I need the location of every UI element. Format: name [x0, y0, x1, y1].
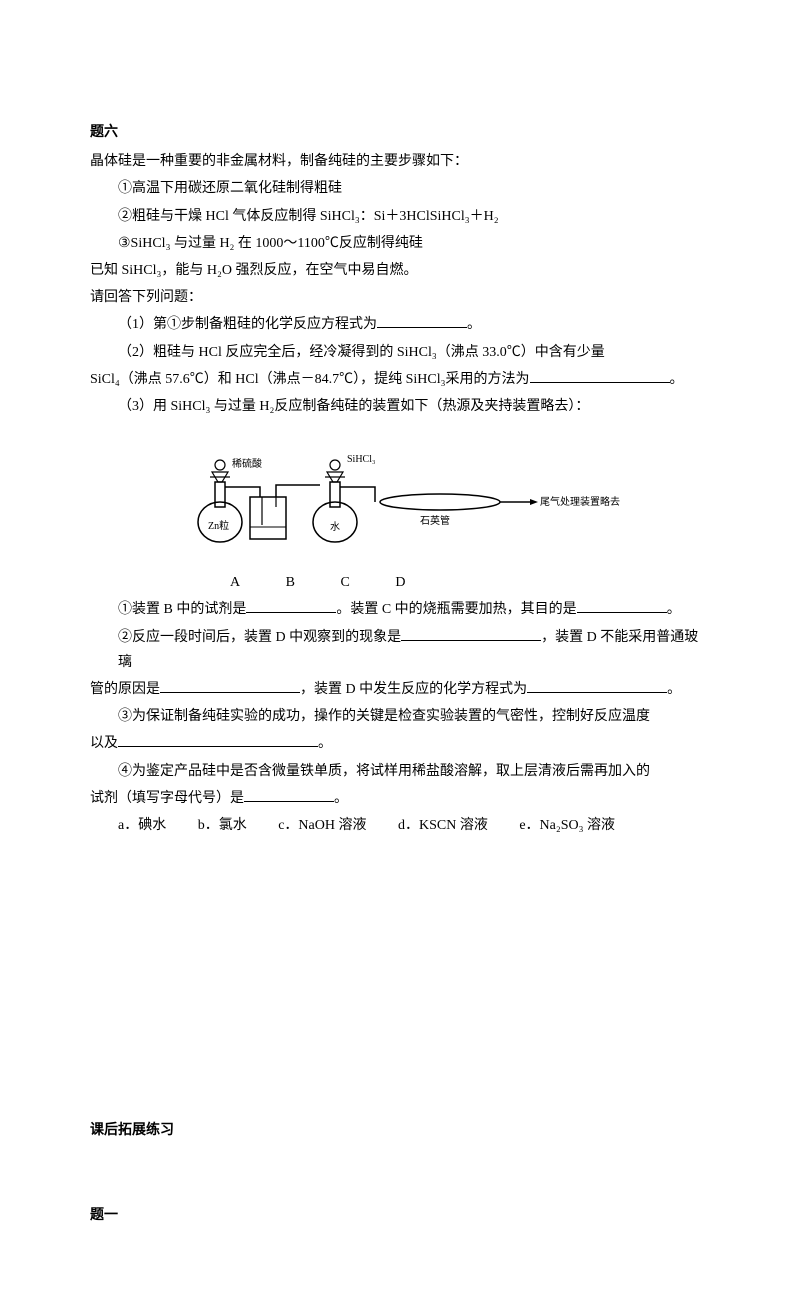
intro-step-1: ①高温下用碳还原二氧化硅制得粗硅	[90, 176, 710, 201]
question-2-line2: SiCl₄（沸点 57.6℃）和 HCl（沸点－84.7℃），提纯 SiHCl₃…	[90, 367, 710, 392]
blank-q3-1a	[246, 598, 336, 613]
label-A: A	[230, 570, 240, 595]
option-c: c．NaOH 溶液	[278, 813, 366, 838]
label-quartz: 石英管	[420, 514, 450, 527]
footer-section: 课后拓展练习	[90, 1118, 710, 1143]
intro-known: 已知 SiHCl₃，能与 H₂O 强烈反应，在空气中易自燃。	[90, 258, 710, 283]
footer-q1: 题一	[90, 1203, 710, 1228]
blank-q3-2d	[527, 678, 667, 693]
q3-4-line1: ④为鉴定产品硅中是否含微量铁单质，将试样用稀盐酸溶解，取上层清液后需再加入的	[90, 759, 710, 784]
option-a: a．碘水	[118, 813, 166, 838]
blank-q3-2a	[401, 626, 541, 641]
label-water: 水	[330, 521, 340, 533]
q3-3b-text: 以及	[90, 736, 118, 751]
blank-q1	[377, 313, 467, 328]
document-page: 题六 晶体硅是一种重要的非金属材料，制备纯硅的主要步骤如下： ①高温下用碳还原二…	[0, 0, 800, 1289]
intro-prompt: 请回答下列问题：	[90, 285, 710, 310]
label-tail: 尾气处理装置略去	[540, 495, 620, 508]
blank-q3-3	[118, 732, 318, 747]
intro-step-2: ②粗硅与干燥 HCl 气体反应制得 SiHCl₃：Si＋3HClSiHCl₃＋H…	[90, 204, 710, 229]
q3-2a-text: ②反应一段时间后，装置 D 中观察到的现象是	[118, 630, 401, 645]
options-row: a．碘水 b．氯水 c．NaOH 溶液 d．KSCN 溶液 e．Na₂SO₃ 溶…	[90, 813, 710, 838]
q3-2-line2: 管的原因是，装置 D 中发生反应的化学方程式为。	[90, 677, 710, 702]
option-e: e．Na₂SO₃ 溶液	[519, 813, 615, 838]
q3-4b-text: 试剂（填写字母代号）是	[90, 791, 244, 806]
q3-2c-text: 管的原因是	[90, 682, 160, 697]
label-C: C	[340, 570, 349, 595]
intro-line-1: 晶体硅是一种重要的非金属材料，制备纯硅的主要步骤如下：	[90, 149, 710, 174]
q3-2-line1: ②反应一段时间后，装置 D 中观察到的现象是，装置 D 不能采用普通玻璃	[90, 625, 710, 675]
label-B: B	[286, 570, 295, 595]
q3-1: ①装置 B 中的试剂是。装置 C 中的烧瓶需要加热，其目的是。	[90, 597, 710, 622]
diagram-svg: 稀硫酸 Zn粒 SiHCl₃ 水	[180, 427, 620, 557]
diagram-labels: A B C D	[90, 570, 710, 595]
q2b-text: SiCl₄（沸点 57.6℃）和 HCl（沸点－84.7℃），提纯 SiHCl₃…	[90, 372, 530, 387]
question-header: 题六	[90, 120, 710, 145]
label-sulfuric: 稀硫酸	[232, 457, 262, 470]
blank-q3-1b	[577, 598, 667, 613]
label-sihcl3: SiHCl₃	[347, 454, 376, 465]
q3-3-line2: 以及。	[90, 731, 710, 756]
option-d: d．KSCN 溶液	[398, 813, 488, 838]
option-b: b．氯水	[198, 813, 247, 838]
q1-text: （1）第①步制备粗硅的化学反应方程式为	[118, 317, 377, 332]
blank-q3-4	[244, 787, 334, 802]
blank-q3-2c	[160, 678, 300, 693]
blank-q2	[530, 368, 670, 383]
question-1: （1）第①步制备粗硅的化学反应方程式为。	[90, 312, 710, 337]
question-3-intro: （3）用 SiHCl₃ 与过量 H₂反应制备纯硅的装置如下（热源及夹持装置略去）…	[90, 394, 710, 419]
apparatus-diagram: 稀硫酸 Zn粒 SiHCl₃ 水	[90, 427, 710, 566]
intro-step-3: ③SiHCl₃ 与过量 H₂ 在 1000～1100℃反应制得纯硅	[90, 231, 710, 256]
q3-4-line2: 试剂（填写字母代号）是。	[90, 786, 710, 811]
q3-3-line1: ③为保证制备纯硅实验的成功，操作的关键是检查实验装置的气密性，控制好反应温度	[90, 704, 710, 729]
label-zn: Zn粒	[208, 519, 229, 532]
label-D: D	[395, 570, 405, 595]
q3-1b-text: 。装置 C 中的烧瓶需要加热，其目的是	[336, 602, 576, 617]
q3-2d-text: ，装置 D 中发生反应的化学方程式为	[300, 682, 527, 697]
question-2-line1: （2）粗硅与 HCl 反应完全后，经冷凝得到的 SiHCl₃（沸点 33.0℃）…	[90, 340, 710, 365]
q3-1a-text: ①装置 B 中的试剂是	[118, 602, 246, 617]
